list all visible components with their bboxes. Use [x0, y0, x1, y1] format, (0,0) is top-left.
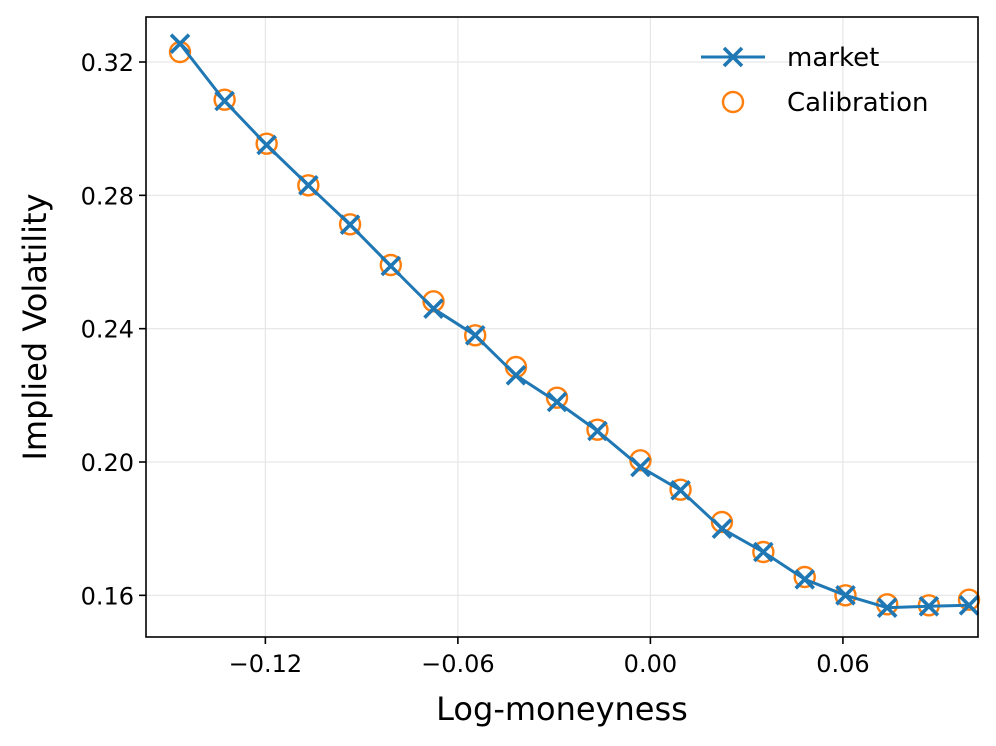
market-point	[339, 214, 361, 235]
ticks: −0.12 −0.06 0.00 0.06 0.16 0.20 0.24 0.28 0.32	[81, 49, 870, 678]
market-point	[505, 365, 527, 386]
market-point	[918, 596, 940, 617]
x-tick-label: −0.06	[421, 650, 495, 678]
calibration-point	[957, 588, 981, 611]
market-point	[794, 569, 816, 590]
plot-frame	[145, 16, 979, 638]
market-point	[587, 420, 608, 442]
legend-calibration-label: Calibration	[787, 88, 928, 118]
market-point	[256, 134, 277, 156]
y-tick-label: 0.20	[81, 449, 134, 477]
calibration-point	[834, 584, 857, 607]
calibration-point	[464, 324, 487, 347]
market-point	[464, 325, 486, 346]
market-point	[835, 585, 856, 606]
x-tick-label: −0.12	[229, 650, 303, 678]
x-axis-title: Log-moneyness	[436, 690, 688, 728]
calibration-point	[379, 253, 403, 277]
market-point	[214, 90, 235, 112]
legend: market Calibration	[701, 43, 928, 118]
calibration-point	[255, 132, 278, 155]
market-point	[630, 456, 651, 478]
y-tick-label: 0.24	[81, 316, 134, 344]
market-line	[178, 42, 970, 610]
market-point	[169, 33, 191, 54]
market-point	[670, 480, 691, 501]
calibration-point	[752, 540, 775, 564]
calibration-point	[669, 478, 692, 501]
legend-market-label: market	[787, 43, 879, 73]
x-tick-label: 0.00	[624, 650, 677, 678]
grid	[146, 17, 978, 637]
legend-market-marker	[722, 46, 744, 68]
calibration-point	[545, 386, 569, 409]
market-point	[546, 391, 568, 413]
market-point	[958, 595, 980, 616]
x-tick-label: 0.06	[816, 650, 869, 678]
calibration-point	[422, 290, 445, 313]
calibration-point	[297, 174, 320, 197]
market-point	[298, 175, 319, 196]
calibration-point	[586, 418, 609, 441]
series-layer	[168, 33, 981, 618]
y-axis-title: Implied Volatility	[16, 193, 54, 460]
calibration-point	[213, 88, 236, 111]
legend-calibration-marker	[721, 90, 745, 114]
calibration-point	[338, 213, 362, 236]
market-point	[753, 541, 774, 563]
y-tick-label: 0.32	[81, 49, 134, 77]
calibration-point	[793, 565, 816, 589]
y-tick-label: 0.16	[81, 582, 134, 610]
market-point	[711, 518, 733, 539]
market-point	[380, 255, 402, 277]
calibration-point	[710, 510, 734, 534]
market-point	[423, 298, 444, 319]
market-point	[876, 597, 898, 618]
y-tick-label: 0.28	[81, 182, 134, 210]
